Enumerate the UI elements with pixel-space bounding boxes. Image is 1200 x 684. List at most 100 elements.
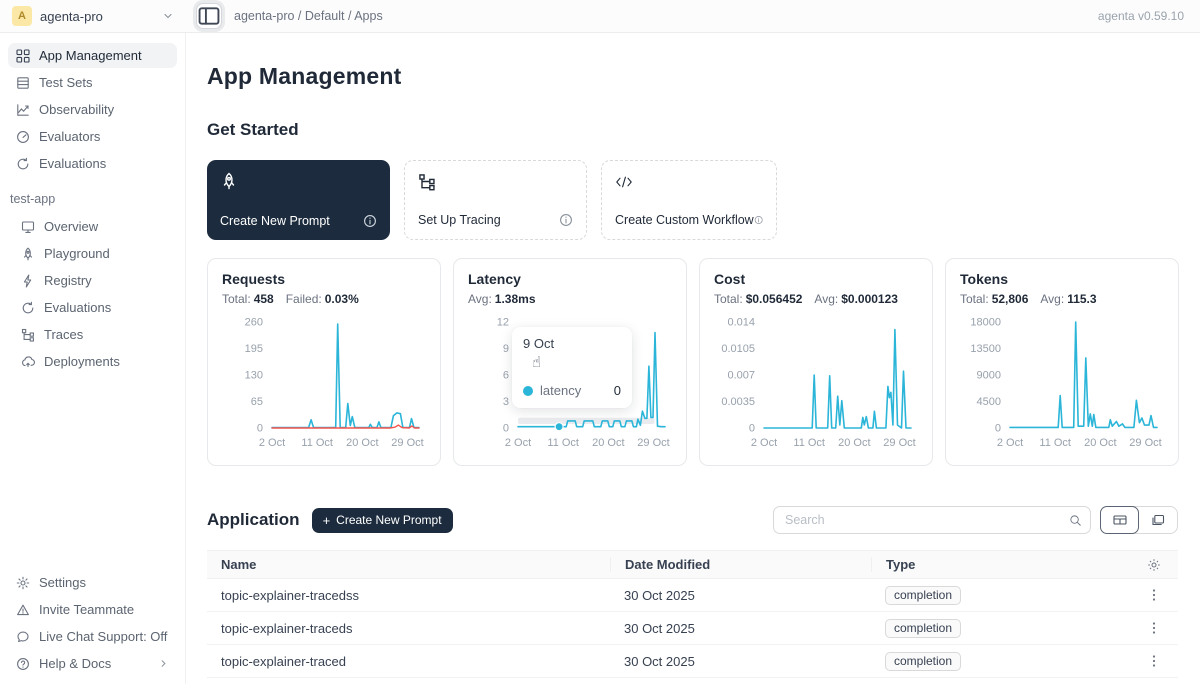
sidebar-group-label: test-app bbox=[10, 192, 175, 206]
y-axis-tick: 6 bbox=[503, 370, 509, 382]
metric-stat: Failed:0.03% bbox=[286, 292, 359, 306]
sidebar-item-label: Observability bbox=[39, 102, 114, 117]
column-type[interactable]: Type bbox=[871, 557, 1130, 572]
sidebar-bottom-item-help-docs[interactable]: Help & Docs bbox=[8, 651, 177, 676]
metric-title: Tokens bbox=[960, 271, 1164, 287]
chevron-right-icon bbox=[158, 658, 169, 669]
column-date-modified[interactable]: Date Modified bbox=[610, 557, 871, 572]
info-icon[interactable] bbox=[363, 214, 377, 228]
get-started-card-create-custom-workflow[interactable]: Create Custom Workflow bbox=[601, 160, 777, 240]
tooltip-series-row: latency 0 bbox=[523, 383, 621, 398]
row-actions-menu-icon[interactable] bbox=[1143, 584, 1165, 606]
search-input[interactable] bbox=[774, 513, 1060, 527]
table-row[interactable]: topic-explainer-traced30 Oct 2025complet… bbox=[207, 645, 1178, 678]
page-title: App Management bbox=[207, 63, 1178, 90]
get-started-card-set-up-tracing[interactable]: Set Up Tracing bbox=[404, 160, 587, 240]
info-icon[interactable] bbox=[559, 213, 573, 227]
card-view-button[interactable] bbox=[1138, 507, 1177, 533]
sidebar-app-item-registry[interactable]: Registry bbox=[8, 268, 177, 293]
tokens-chart[interactable]: 04500900013500180002 Oct11 Oct20 Oct29 O… bbox=[960, 308, 1166, 460]
sidebar-item-label: Registry bbox=[44, 273, 92, 288]
sidebar-collapse-button[interactable] bbox=[196, 3, 222, 29]
monitor-icon bbox=[21, 220, 35, 234]
metric-stat: Total:458 bbox=[222, 292, 274, 306]
sidebar-bottom-item-live-chat-support-off[interactable]: Live Chat Support: Off bbox=[8, 624, 177, 649]
sidebar: App ManagementTest Sets Observability Eval… bbox=[0, 33, 186, 684]
x-axis-tick: 11 Oct bbox=[793, 437, 825, 449]
metric-stat: Avg:$0.000123 bbox=[814, 292, 898, 306]
sidebar-item-label: Evaluators bbox=[39, 129, 100, 144]
metric-stat: Avg:115.3 bbox=[1040, 292, 1096, 306]
metric-stats: Avg:1.38ms bbox=[468, 292, 672, 306]
y-axis-tick: 0.0105 bbox=[721, 343, 755, 355]
cell-app-name: topic-explainer-traceds bbox=[207, 621, 610, 636]
requests-chart[interactable]: 0651301952602 Oct11 Oct20 Oct29 Oct bbox=[222, 308, 428, 460]
get-started-card-label: Set Up Tracing bbox=[418, 213, 501, 227]
table-settings-gear-icon[interactable] bbox=[1143, 554, 1165, 576]
info-icon[interactable] bbox=[754, 213, 763, 227]
workspace-selector[interactable]: A agenta-pro bbox=[0, 0, 186, 32]
sidebar-item-label: Traces bbox=[44, 327, 83, 342]
main-content: App Management Get Started Create New Pr… bbox=[186, 33, 1200, 684]
table-view-button[interactable] bbox=[1100, 506, 1139, 534]
x-axis-tick: 2 Oct bbox=[751, 437, 777, 449]
cell-date-modified: 30 Oct 2025 bbox=[610, 588, 871, 603]
get-started-card-create-new-prompt[interactable]: Create New Prompt bbox=[207, 160, 390, 240]
chat-icon bbox=[16, 630, 30, 644]
applications-table: Name Date Modified Type topic-explainer-… bbox=[207, 550, 1178, 684]
metric-title: Cost bbox=[714, 271, 918, 287]
cost-chart[interactable]: 00.00350.0070.01050.0142 Oct11 Oct20 Oct… bbox=[714, 308, 920, 460]
app-version: agenta v0.59.10 bbox=[1098, 9, 1200, 23]
sidebar-item-test-sets[interactable]: Test Sets bbox=[8, 70, 177, 95]
search-icon[interactable] bbox=[1060, 507, 1090, 533]
x-axis-tick: 11 Oct bbox=[547, 437, 579, 449]
table-row[interactable]: career-assessment27 Oct 2025completion bbox=[207, 678, 1178, 684]
grid-icon bbox=[16, 49, 30, 63]
sidebar-item-label: Overview bbox=[44, 219, 98, 234]
sidebar-app-item-traces[interactable]: Traces bbox=[8, 322, 177, 347]
chart-icon bbox=[16, 103, 30, 117]
sidebar-app-item-deployments[interactable]: Deployments bbox=[8, 349, 177, 374]
sidebar-item-label: Evaluations bbox=[39, 156, 106, 171]
table-row[interactable]: topic-explainer-tracedss30 Oct 2025compl… bbox=[207, 579, 1178, 612]
gear-icon bbox=[16, 576, 30, 590]
cell-type: completion bbox=[871, 619, 1130, 638]
x-axis-tick: 11 Oct bbox=[301, 437, 333, 449]
y-axis-tick: 0 bbox=[257, 423, 263, 435]
y-axis-tick: 260 bbox=[245, 317, 263, 329]
metrics-row: RequestsTotal:458Failed:0.03%06513019526… bbox=[207, 258, 1178, 466]
x-axis-tick: 11 Oct bbox=[1039, 437, 1071, 449]
series-dot-icon bbox=[523, 386, 533, 396]
sidebar-bottom-item-invite-teammate[interactable]: Invite Teammate bbox=[8, 597, 177, 622]
sidebar-item-observability[interactable]: Observability bbox=[8, 97, 177, 122]
search-box bbox=[773, 506, 1091, 534]
sidebar-app-item-playground[interactable]: Playground bbox=[8, 241, 177, 266]
y-axis-tick: 0.007 bbox=[727, 370, 755, 382]
sidebar-item-evaluators[interactable]: Evaluators bbox=[8, 124, 177, 149]
row-actions-menu-icon[interactable] bbox=[1143, 650, 1165, 672]
cost-line bbox=[764, 330, 911, 428]
sidebar-item-app-management[interactable]: App Management bbox=[8, 43, 177, 68]
table-row[interactable]: topic-explainer-traceds30 Oct 2025comple… bbox=[207, 612, 1178, 645]
metric-title: Latency bbox=[468, 271, 672, 287]
cost-metric-card: CostTotal:$0.056452Avg:$0.00012300.00350… bbox=[699, 258, 933, 466]
refresh-icon bbox=[21, 301, 35, 315]
sidebar-item-evaluations[interactable]: Evaluations bbox=[8, 151, 177, 176]
y-axis-tick: 3 bbox=[503, 396, 509, 408]
bolt-icon bbox=[21, 274, 35, 288]
y-axis-tick: 65 bbox=[251, 396, 263, 408]
x-axis-tick: 20 Oct bbox=[1084, 437, 1116, 449]
refresh-icon bbox=[16, 157, 30, 171]
column-name[interactable]: Name bbox=[207, 557, 610, 572]
y-axis-tick: 195 bbox=[245, 343, 263, 355]
metric-stats: Total:$0.056452Avg:$0.000123 bbox=[714, 292, 918, 306]
create-new-prompt-button[interactable]: + Create New Prompt bbox=[312, 508, 453, 533]
sidebar-app-item-evaluations[interactable]: Evaluations bbox=[8, 295, 177, 320]
cloud-icon bbox=[21, 355, 35, 369]
sidebar-app-item-overview[interactable]: Overview bbox=[8, 214, 177, 239]
get-started-cards: Create New Prompt Set Up Tracing Create Cu… bbox=[207, 160, 1178, 240]
sidebar-bottom-item-settings[interactable]: Settings bbox=[8, 570, 177, 595]
row-actions-menu-icon[interactable] bbox=[1143, 617, 1165, 639]
metric-stats: Total:52,806Avg:115.3 bbox=[960, 292, 1164, 306]
breadcrumb[interactable]: agenta-pro / Default / Apps bbox=[234, 9, 383, 23]
